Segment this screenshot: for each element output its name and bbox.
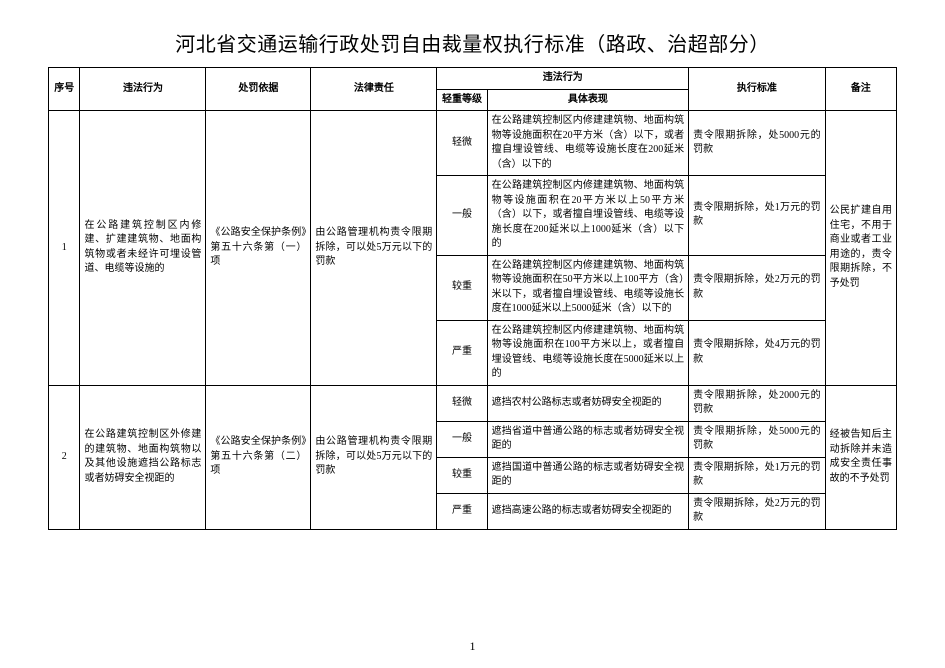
cell-seq: 1	[49, 111, 80, 386]
document-page: 河北省交通运输行政处罚自由裁量权执行标准（路政、治超部分） 序号 违法行为 处罚…	[0, 0, 945, 530]
cell-note: 经被告知后主动拆除并未造成安全责任事故的不予处罚	[825, 385, 896, 529]
cell-act: 在公路建筑控制区内修建、扩建建筑物、地面构筑物或者未经许可埋设管道、电缆等设施的	[80, 111, 206, 386]
cell-level: 轻微	[437, 111, 487, 176]
cell-level: 较重	[437, 255, 487, 320]
cell-std: 责令限期拆除，处4万元的罚款	[689, 320, 825, 385]
col-basis: 处罚依据	[206, 68, 311, 111]
cell-desc: 遮挡省道中普通公路的标志或者妨碍安全视距的	[487, 421, 689, 457]
table-row: 2 在公路建筑控制区外修建的建筑物、地面构筑物以及其他设施遮挡公路标志或者妨碍安…	[49, 385, 897, 421]
table-header: 序号 违法行为 处罚依据 法律责任 违法行为 执行标准 备注 轻重等级 具体表现	[49, 68, 897, 111]
page-number: 1	[0, 639, 945, 654]
cell-std: 责令限期拆除，处5000元的罚款	[689, 421, 825, 457]
cell-desc: 遮挡高速公路的标志或者妨碍安全视距的	[487, 493, 689, 529]
cell-level: 较重	[437, 457, 487, 493]
cell-desc: 在公路建筑控制区内修建建筑物、地面构筑物等设施面积在50平方米以上100平方（含…	[487, 255, 689, 320]
cell-act: 在公路建筑控制区外修建的建筑物、地面构筑物以及其他设施遮挡公路标志或者妨碍安全视…	[80, 385, 206, 529]
col-level: 轻重等级	[437, 89, 487, 111]
cell-desc: 在公路建筑控制区内修建建筑物、地面构筑物等设施面积在100平方米以上，或者擅自埋…	[487, 320, 689, 385]
cell-std: 责令限期拆除，处5000元的罚款	[689, 111, 825, 176]
col-desc: 具体表现	[487, 89, 689, 111]
cell-std: 责令限期拆除，处1万元的罚款	[689, 457, 825, 493]
cell-std: 责令限期拆除，处2万元的罚款	[689, 255, 825, 320]
cell-basis: 《公路安全保护条例》第五十六条第（一）项	[206, 111, 311, 386]
col-seq: 序号	[49, 68, 80, 111]
cell-law: 由公路管理机构责令限期拆除，可以处5万元以下的罚款	[311, 385, 437, 529]
table-body: 1 在公路建筑控制区内修建、扩建建筑物、地面构筑物或者未经许可埋设管道、电缆等设…	[49, 111, 897, 530]
col-std: 执行标准	[689, 68, 825, 111]
cell-level: 一般	[437, 421, 487, 457]
cell-std: 责令限期拆除，处1万元的罚款	[689, 176, 825, 256]
cell-level: 严重	[437, 320, 487, 385]
col-law: 法律责任	[311, 68, 437, 111]
col-violgroup: 违法行为	[437, 68, 689, 90]
cell-law: 由公路管理机构责令限期拆除，可以处5万元以下的罚款	[311, 111, 437, 386]
cell-seq: 2	[49, 385, 80, 529]
col-note: 备注	[825, 68, 896, 111]
cell-note: 公民扩建自用住宅，不用于商业或者工业用途的，责令限期拆除，不予处罚	[825, 111, 896, 386]
cell-desc: 遮挡国道中普通公路的标志或者妨碍安全视距的	[487, 457, 689, 493]
table-row: 1 在公路建筑控制区内修建、扩建建筑物、地面构筑物或者未经许可埋设管道、电缆等设…	[49, 111, 897, 176]
cell-std: 责令限期拆除，处2000元的罚款	[689, 385, 825, 421]
cell-level: 一般	[437, 176, 487, 256]
standards-table: 序号 违法行为 处罚依据 法律责任 违法行为 执行标准 备注 轻重等级 具体表现…	[48, 67, 897, 530]
cell-level: 轻微	[437, 385, 487, 421]
cell-desc: 遮挡农村公路标志或者妨碍安全视距的	[487, 385, 689, 421]
cell-std: 责令限期拆除，处2万元的罚款	[689, 493, 825, 529]
cell-desc: 在公路建筑控制区内修建建筑物、地面构筑物等设施面积在20平方米（含）以下，或者擅…	[487, 111, 689, 176]
cell-basis: 《公路安全保护条例》第五十六条第（二）项	[206, 385, 311, 529]
page-title: 河北省交通运输行政处罚自由裁量权执行标准（路政、治超部分）	[48, 28, 897, 57]
cell-desc: 在公路建筑控制区内修建建筑物、地面构筑物等设施面积在20平方米以上50平方米（含…	[487, 176, 689, 256]
cell-level: 严重	[437, 493, 487, 529]
col-act: 违法行为	[80, 68, 206, 111]
